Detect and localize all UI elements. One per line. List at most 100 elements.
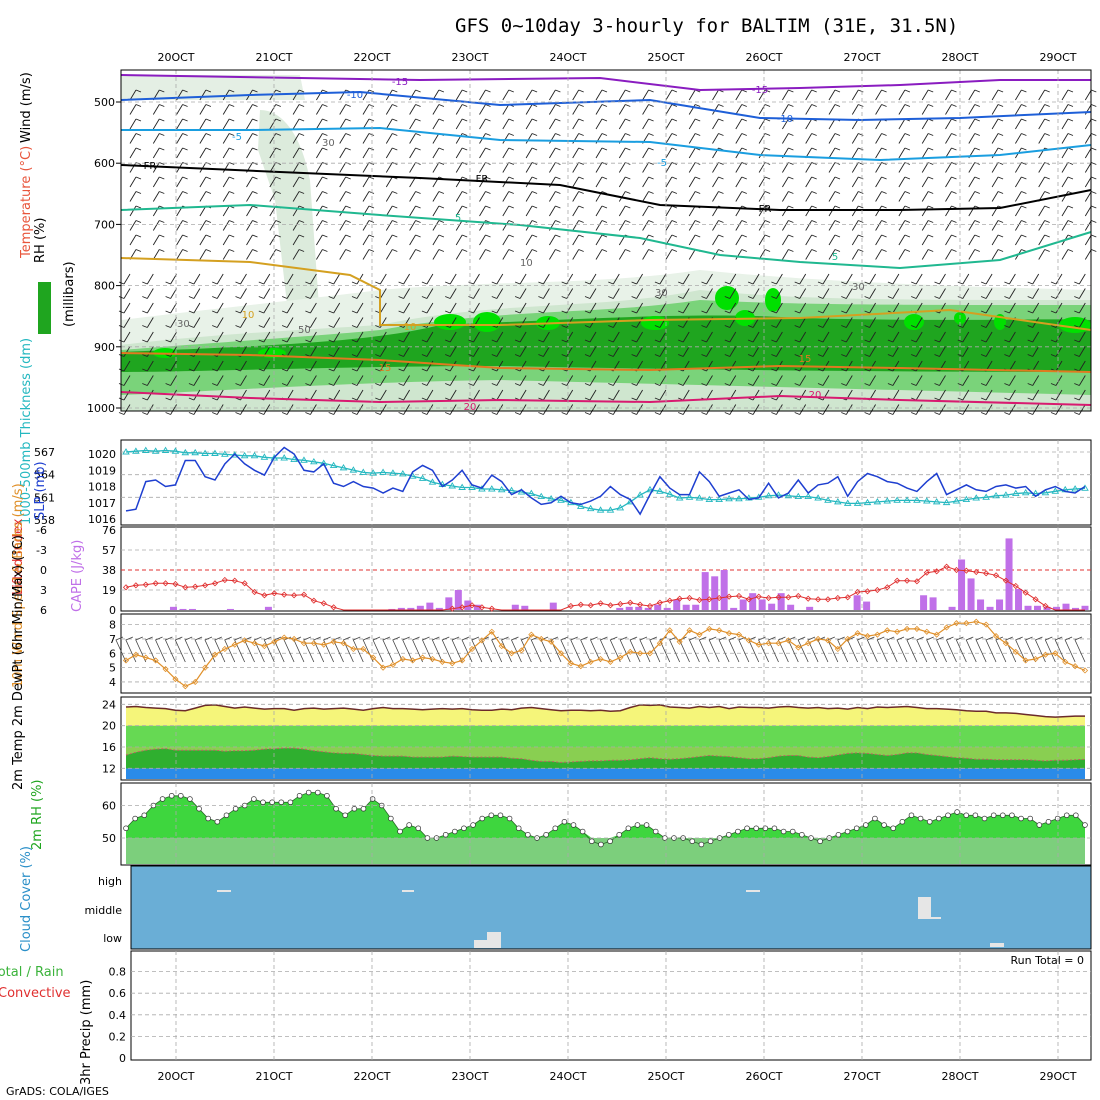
wind-barb	[678, 302, 690, 314]
wind10m-point	[281, 634, 288, 641]
wind-barb	[688, 133, 701, 144]
wind-barb	[339, 118, 351, 130]
cloud-bar	[474, 940, 488, 948]
wind-barb	[1074, 389, 1086, 401]
wind-barb	[618, 249, 631, 260]
wind-barb	[142, 346, 154, 357]
wind-barb	[549, 104, 561, 115]
wind-barb	[631, 331, 643, 343]
thickness-point	[141, 446, 150, 453]
li-tick: -3	[36, 544, 47, 557]
wind10m-barb	[619, 636, 631, 663]
thickness-point	[181, 448, 190, 456]
wind-barb	[199, 133, 212, 144]
wind-barb	[980, 389, 993, 401]
wind-barb	[678, 273, 690, 285]
li-point	[646, 602, 654, 610]
rh-point	[178, 792, 184, 799]
wind-barb	[1004, 375, 1016, 386]
wind-barb	[491, 404, 504, 415]
wind-barb	[212, 273, 224, 285]
wind-barb	[654, 331, 667, 343]
wind-barb	[152, 234, 165, 246]
wind10m-point	[884, 627, 891, 634]
wind-barb	[212, 360, 224, 372]
wind-barb	[898, 176, 911, 188]
wind-barb	[246, 118, 258, 130]
thickness-point	[547, 494, 555, 502]
wind-barb	[351, 375, 364, 386]
wind10m-tick: 5	[109, 662, 116, 675]
wind-barb	[980, 404, 993, 415]
rh2m-tick: 60	[102, 800, 116, 813]
cape-bar	[996, 599, 1004, 610]
wind-barb	[805, 234, 817, 246]
wind-barb	[618, 89, 631, 101]
wind-barb	[362, 89, 375, 101]
cape-bar	[188, 608, 196, 610]
wind-barb	[618, 147, 631, 159]
wind-barb	[957, 375, 970, 386]
thickness-point	[369, 469, 377, 476]
wind-barb	[235, 331, 247, 343]
rh-point	[479, 815, 485, 822]
wind-barb	[572, 205, 584, 217]
wind-barb	[735, 234, 747, 246]
wind-barb	[747, 404, 760, 415]
wind10m-point	[805, 640, 812, 647]
wind10m-barb	[1054, 636, 1066, 663]
wind-barb	[398, 389, 410, 401]
wind-barb	[735, 249, 747, 260]
wind10m-barb	[342, 636, 354, 663]
wind-barb	[351, 360, 364, 372]
wind-barb	[642, 220, 654, 231]
wind-barb	[502, 205, 514, 217]
wind-barb	[235, 288, 247, 299]
wind-barb	[701, 331, 713, 343]
wind10m-barb	[698, 636, 710, 663]
thickness-point	[201, 449, 209, 456]
wind-barb	[841, 346, 853, 357]
top-date-label: 29OCT	[1039, 51, 1076, 64]
wind-barb	[281, 273, 294, 285]
li-point	[913, 578, 920, 585]
wind10m-point	[834, 645, 841, 653]
wind-barb	[176, 191, 188, 202]
li-point	[172, 580, 179, 588]
wind-barb	[258, 331, 271, 343]
cape-bar	[635, 606, 643, 610]
wind-barb	[339, 147, 351, 159]
li-point	[221, 576, 228, 584]
wind-barb	[455, 118, 468, 130]
mid-band	[126, 725, 1085, 747]
wind-barb	[887, 346, 900, 357]
wind10m-barb	[540, 636, 552, 663]
bottom-date-label: 22OCT	[353, 1070, 390, 1083]
wind-barb	[968, 89, 980, 101]
rh-point	[990, 812, 997, 818]
wind-barb	[851, 176, 864, 188]
wind-barb	[514, 302, 527, 314]
wind-barb	[514, 375, 527, 386]
wind-barb	[654, 288, 667, 299]
wind10m-barb	[985, 636, 997, 663]
cape-bar	[749, 593, 757, 610]
isotherms	[120, 74, 1092, 406]
wind-barb	[631, 288, 643, 299]
wind-barb	[385, 205, 398, 217]
wind10m-barb	[1005, 636, 1017, 663]
wind-barb	[1004, 331, 1016, 343]
cape-bar	[1043, 606, 1051, 610]
cape-bar	[1015, 588, 1023, 610]
bottom-date-label: 25OCT	[647, 1070, 684, 1083]
wind-barb	[911, 288, 923, 299]
wind10m-barb	[679, 636, 690, 663]
li-point	[261, 592, 268, 599]
cape-bar	[407, 607, 415, 610]
wind-barb	[129, 118, 142, 130]
thickness-point	[982, 493, 990, 500]
wind-barb	[642, 104, 654, 115]
wind-barb	[269, 176, 281, 188]
wind-barb	[911, 331, 923, 343]
wind-barb	[945, 249, 957, 260]
